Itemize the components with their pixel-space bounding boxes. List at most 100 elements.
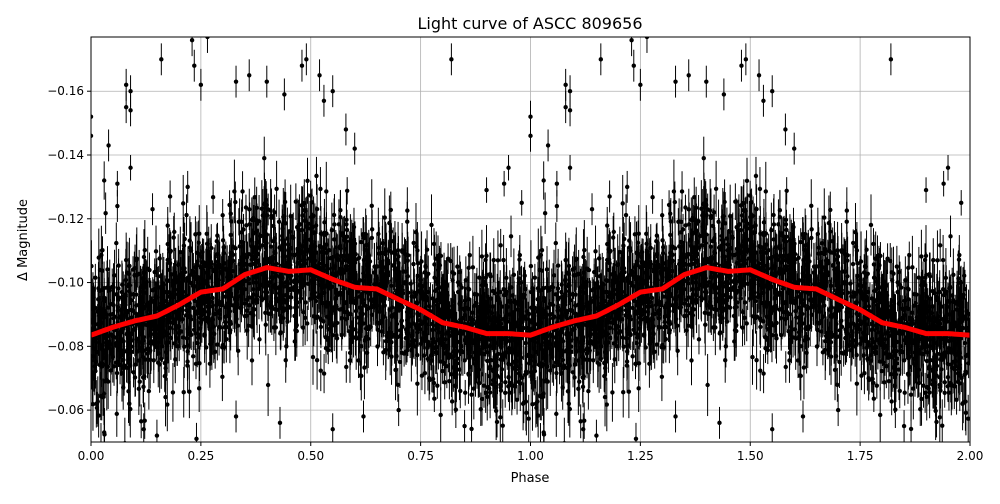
- data-point: [468, 253, 472, 257]
- data-point: [772, 222, 776, 226]
- data-point: [673, 200, 677, 204]
- data-point: [227, 203, 231, 207]
- data-point: [233, 200, 237, 204]
- data-point: [822, 215, 826, 219]
- data-point: [147, 268, 151, 272]
- data-point: [660, 213, 664, 217]
- data-point: [332, 222, 336, 226]
- data-point: [906, 266, 910, 270]
- data-point: [766, 348, 770, 352]
- data-point: [326, 348, 330, 352]
- data-point: [266, 383, 270, 387]
- data-point: [526, 416, 530, 420]
- data-point: [498, 243, 502, 247]
- data-point: [197, 232, 201, 236]
- data-point: [501, 258, 505, 262]
- data-point: [567, 401, 571, 405]
- y-axis-label: Δ Magnitude: [16, 199, 31, 281]
- data-point: [127, 401, 131, 405]
- data-point: [494, 409, 498, 413]
- data-point: [428, 343, 432, 347]
- data-point: [652, 332, 656, 336]
- data-point: [315, 358, 319, 362]
- data-point: [120, 283, 124, 287]
- data-point: [705, 383, 709, 387]
- data-point: [561, 366, 565, 370]
- data-point: [887, 379, 891, 383]
- data-point: [942, 293, 946, 297]
- data-point: [829, 284, 833, 288]
- data-point: [459, 349, 463, 353]
- x-axis-label: Phase: [511, 471, 550, 486]
- data-point: [622, 345, 626, 349]
- data-point: [443, 380, 447, 384]
- data-point: [509, 285, 513, 289]
- data-point: [384, 249, 388, 253]
- data-point: [133, 375, 137, 379]
- data-point: [458, 389, 462, 393]
- data-point: [182, 345, 186, 349]
- data-point: [947, 390, 951, 394]
- data-point: [517, 276, 521, 280]
- data-point: [318, 187, 322, 191]
- data-point: [692, 307, 696, 311]
- data-point: [878, 413, 882, 417]
- data-point: [502, 293, 506, 297]
- data-point: [851, 262, 855, 266]
- data-point: [212, 332, 216, 336]
- data-point: [389, 284, 393, 288]
- data-point: [496, 258, 500, 262]
- data-point: [938, 415, 942, 419]
- data-point: [680, 189, 684, 193]
- data-point: [898, 389, 902, 393]
- data-point: [344, 365, 348, 369]
- data-point: [324, 189, 328, 193]
- data-point: [447, 379, 451, 383]
- data-point: [823, 249, 827, 253]
- data-point: [301, 325, 305, 329]
- data-point: [938, 243, 942, 247]
- data-point: [498, 415, 502, 419]
- data-point: [455, 264, 459, 268]
- data-point: [252, 307, 256, 311]
- data-point: [697, 337, 701, 341]
- data-point: [477, 275, 481, 279]
- data-point: [899, 349, 903, 353]
- data-point: [257, 337, 261, 341]
- data-point: [411, 262, 415, 266]
- data-point: [754, 207, 758, 211]
- data-point: [630, 354, 634, 358]
- data-point: [948, 234, 952, 238]
- data-point: [96, 399, 100, 403]
- data-point: [171, 235, 175, 239]
- data-point: [855, 381, 859, 385]
- data-point: [383, 215, 387, 219]
- data-point: [914, 292, 918, 296]
- data-point: [859, 374, 863, 378]
- data-point: [784, 365, 788, 369]
- data-point: [554, 241, 558, 245]
- data-point: [492, 258, 496, 262]
- data-point: [362, 365, 366, 369]
- data-point: [171, 390, 175, 394]
- data-point: [802, 365, 806, 369]
- data-point: [931, 258, 935, 262]
- data-point: [593, 249, 597, 253]
- data-point: [420, 374, 424, 378]
- data-point: [467, 266, 471, 270]
- data-point: [507, 390, 511, 394]
- data-point: [828, 208, 832, 212]
- data-point: [116, 263, 120, 267]
- data-point: [719, 281, 723, 285]
- data-point: [315, 207, 319, 211]
- data-point: [154, 249, 158, 253]
- data-point: [191, 354, 195, 358]
- data-point: [933, 409, 937, 413]
- data-point: [935, 258, 939, 262]
- data-point: [740, 325, 744, 329]
- data-point: [895, 264, 899, 268]
- data-point: [556, 263, 560, 267]
- data-point: [103, 211, 107, 215]
- data-point: [220, 213, 224, 217]
